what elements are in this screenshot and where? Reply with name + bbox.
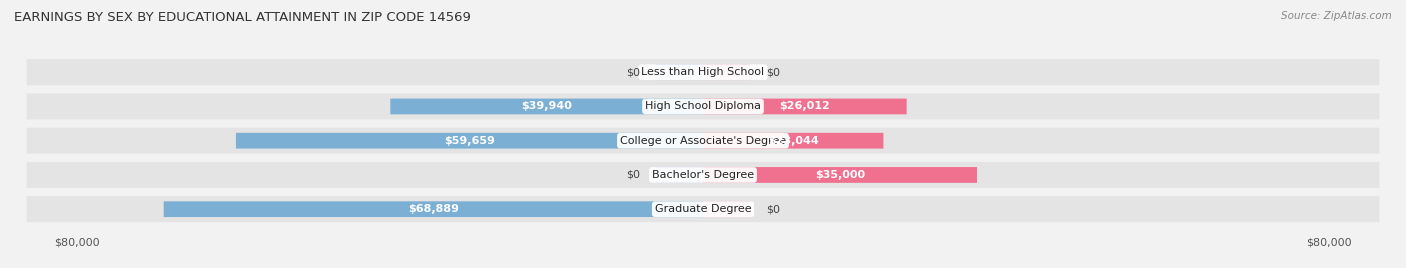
Text: $0: $0 (626, 170, 640, 180)
FancyBboxPatch shape (703, 64, 749, 80)
FancyBboxPatch shape (703, 167, 977, 183)
FancyBboxPatch shape (657, 167, 703, 183)
Text: High School Diploma: High School Diploma (645, 102, 761, 111)
Text: EARNINGS BY SEX BY EDUCATIONAL ATTAINMENT IN ZIP CODE 14569: EARNINGS BY SEX BY EDUCATIONAL ATTAINMEN… (14, 11, 471, 24)
FancyBboxPatch shape (163, 201, 703, 217)
Text: Less than High School: Less than High School (641, 67, 765, 77)
Text: Graduate Degree: Graduate Degree (655, 204, 751, 214)
Text: $26,012: $26,012 (779, 102, 830, 111)
FancyBboxPatch shape (27, 94, 1379, 120)
Text: $23,044: $23,044 (768, 136, 818, 146)
Text: $0: $0 (766, 204, 780, 214)
Text: $59,659: $59,659 (444, 136, 495, 146)
FancyBboxPatch shape (703, 99, 907, 114)
Text: College or Associate's Degree: College or Associate's Degree (620, 136, 786, 146)
Text: $0: $0 (626, 67, 640, 77)
Text: $39,940: $39,940 (522, 102, 572, 111)
Text: Source: ZipAtlas.com: Source: ZipAtlas.com (1281, 11, 1392, 21)
Text: $0: $0 (766, 67, 780, 77)
FancyBboxPatch shape (703, 201, 749, 217)
FancyBboxPatch shape (391, 99, 703, 114)
FancyBboxPatch shape (27, 196, 1379, 222)
Text: $35,000: $35,000 (815, 170, 865, 180)
Text: Bachelor's Degree: Bachelor's Degree (652, 170, 754, 180)
FancyBboxPatch shape (236, 133, 703, 148)
FancyBboxPatch shape (27, 162, 1379, 188)
FancyBboxPatch shape (657, 64, 703, 80)
Text: $68,889: $68,889 (408, 204, 458, 214)
FancyBboxPatch shape (27, 59, 1379, 85)
FancyBboxPatch shape (703, 133, 883, 148)
FancyBboxPatch shape (27, 128, 1379, 154)
